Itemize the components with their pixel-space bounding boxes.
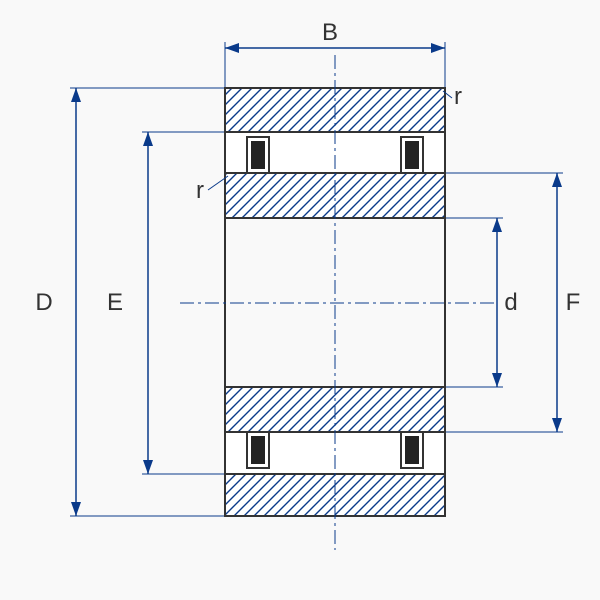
svg-text:B: B [322, 19, 338, 46]
svg-text:E: E [107, 289, 123, 316]
svg-text:F: F [566, 289, 581, 316]
svg-text:r: r [196, 177, 204, 204]
svg-text:D: D [35, 289, 52, 316]
svg-text:r: r [454, 83, 462, 110]
svg-text:d: d [504, 289, 517, 316]
